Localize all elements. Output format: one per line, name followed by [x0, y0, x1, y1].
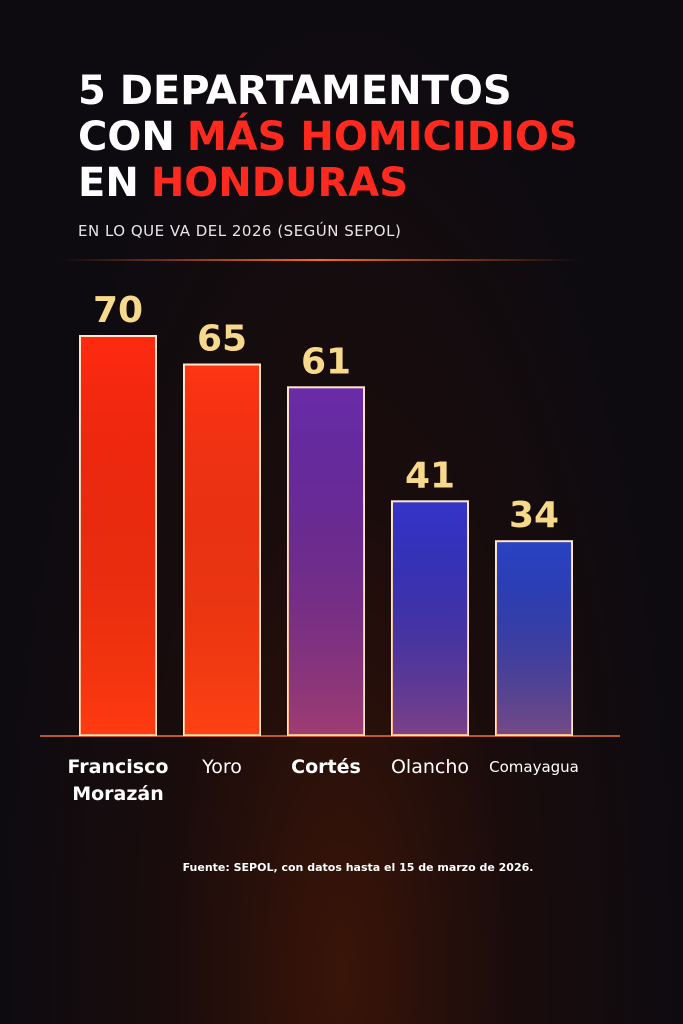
- x-tick-label: Comayagua: [489, 758, 579, 776]
- divider: [60, 259, 580, 261]
- chart-title: 5 DEPARTAMENTOS CON MÁS HOMICIDIOS EN HONDUR…: [78, 68, 578, 206]
- x-tick-label: Cortés: [291, 756, 361, 778]
- value-label: 70: [93, 290, 143, 331]
- source: Fuente: SEPOL, con datos hasta el 15 de …: [183, 861, 534, 874]
- x-tick-label: Francisco Morazán: [67, 756, 169, 805]
- bar-glow: [80, 336, 156, 735]
- value-label: 41: [405, 455, 455, 496]
- value-label: 61: [301, 341, 351, 382]
- bar-glow: [392, 501, 468, 735]
- x-tick-label: Yoro: [202, 756, 242, 778]
- chart-subtitle: EN LO QUE VA DEL 2026 (SEGÚN SEPOL): [78, 221, 401, 240]
- title-part: EN: [78, 160, 139, 206]
- bar-glow: [184, 364, 260, 735]
- value-label: 34: [509, 495, 559, 536]
- bar-glow: [288, 387, 364, 735]
- title-part: 5 DEPARTAMENTOS: [78, 68, 512, 114]
- bar-glow: [496, 541, 572, 735]
- title-part: CON: [78, 114, 175, 160]
- title-part: HONDURAS: [151, 160, 408, 206]
- value-label: 65: [197, 319, 247, 360]
- title-part: MÁS HOMICIDIOS: [187, 112, 578, 160]
- x-tick-label: Olancho: [390, 756, 470, 778]
